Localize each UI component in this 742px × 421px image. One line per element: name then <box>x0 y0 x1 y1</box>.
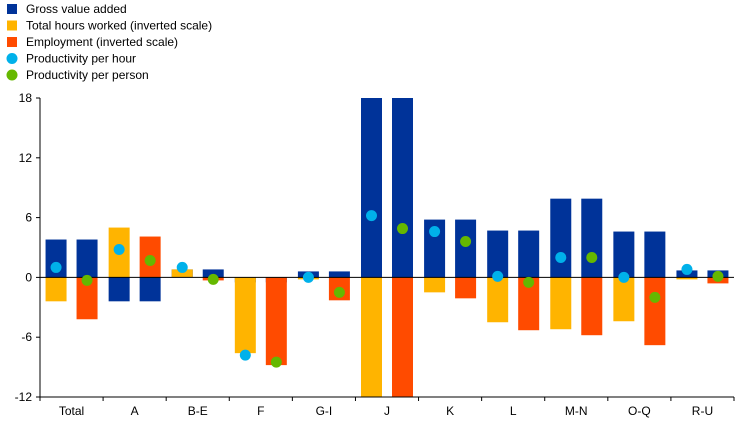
bar-employment-inverted-scale-f <box>265 277 287 366</box>
dot-productivity-per-person-total <box>81 274 93 286</box>
y-tick-label: -12 <box>15 390 33 404</box>
legend-marker-productivity-per-hour <box>6 53 18 64</box>
dot-productivity-per-hour-j <box>366 210 377 222</box>
dot-productivity-per-hour-m-n <box>555 251 567 263</box>
dot-productivity-per-hour-a <box>113 243 125 255</box>
dot-productivity-per-person-a <box>144 254 156 266</box>
bar-gross-value-added-l-right <box>518 230 540 278</box>
bar-total-hours-worked-inverted-scale-l <box>487 277 509 323</box>
legend-swatch-gross-value-added <box>7 4 17 14</box>
bar-employment-inverted-scale-o-q <box>644 277 666 346</box>
bar-gross-value-added-o-q-right <box>644 231 666 278</box>
bar-total-hours-worked-inverted-scale-j <box>361 277 382 397</box>
x-tick-label-r-u: R-U <box>692 404 713 418</box>
x-tick-label-g-i: G-I <box>316 404 333 418</box>
dot-productivity-per-person-o-q <box>649 291 661 303</box>
dot-productivity-per-person-g-i <box>333 286 345 298</box>
x-tick-label-m-n: M-N <box>565 404 588 418</box>
bars <box>45 98 729 397</box>
legend: Gross value added Total hours worked (inv… <box>6 2 212 82</box>
y-tick-label: 18 <box>19 91 33 105</box>
x-tick-label-f: F <box>257 404 264 418</box>
legend-label-gross-value-added: Gross value added <box>26 2 127 16</box>
bar-gross-value-added-j-right <box>392 98 413 278</box>
bar-employment-inverted-scale-k <box>455 277 477 299</box>
legend-swatch-total-hours-worked-inverted-scale <box>7 20 17 31</box>
bar-gross-value-added-a-right <box>139 277 161 302</box>
bar-gross-value-added-m-n-left <box>550 198 572 278</box>
bar-total-hours-worked-inverted-scale-b-e <box>171 269 193 278</box>
dot-productivity-per-hour-f <box>239 349 251 361</box>
dot-productivity-per-person-r-u <box>712 270 724 282</box>
bar-employment-inverted-scale-l <box>518 277 540 331</box>
legend-label-productivity-per-hour: Productivity per hour <box>26 52 136 66</box>
x-tick-label-o-q: O-Q <box>628 404 651 418</box>
legend-label-employment-inverted-scale: Employment (inverted scale) <box>26 35 178 49</box>
bar-employment-inverted-scale-j <box>392 277 413 397</box>
x-tick-label-k: K <box>446 404 454 418</box>
bar-total-hours-worked-inverted-scale-r-u <box>676 277 698 280</box>
x-tick-label-j: J <box>384 404 390 418</box>
bar-gross-value-added-total-right <box>76 239 98 278</box>
bar-total-hours-worked-inverted-scale-o-q <box>613 277 635 322</box>
dot-productivity-per-hour-o-q <box>618 271 630 283</box>
dot-productivity-per-hour-total <box>50 261 62 273</box>
bar-gross-value-added-o-q-left <box>613 231 635 278</box>
legend-swatch-employment-inverted-scale <box>7 37 17 47</box>
y-tick-label: 6 <box>25 211 32 225</box>
bar-gross-value-added-l-left <box>487 230 509 278</box>
x-tick-label-b-e: B-E <box>188 404 208 418</box>
axes: -12 -6 0 6 12 18 Total A B-E F G-I J K L M-N O-Q R-U <box>15 91 735 418</box>
dot-productivity-per-hour-l <box>492 270 504 282</box>
bar-gross-value-added-k-right <box>455 219 477 278</box>
y-tick-label: 12 <box>19 151 33 165</box>
bar-gross-value-added-j-left <box>361 98 382 278</box>
dot-productivity-per-person-m-n <box>586 251 598 263</box>
dot-productivity-per-person-l <box>523 276 535 288</box>
bar-employment-inverted-scale-total <box>76 277 98 320</box>
dot-productivity-per-person-j <box>397 223 408 235</box>
bar-gross-value-added-k-left <box>424 219 446 278</box>
bar-gross-value-added-g-i-right <box>328 271 350 278</box>
bar-total-hours-worked-inverted-scale-m-n <box>550 277 572 330</box>
dot-productivity-per-person-k <box>460 236 472 248</box>
bar-total-hours-worked-inverted-scale-total <box>45 277 67 302</box>
x-tick-label-a: A <box>131 404 139 418</box>
bar-total-hours-worked-inverted-scale-k <box>424 277 446 293</box>
dot-productivity-per-hour-b-e <box>176 261 188 273</box>
legend-marker-productivity-per-person <box>6 69 18 81</box>
legend-label-total-hours-worked-inverted-scale: Total hours worked (inverted scale) <box>26 19 212 33</box>
bar-gross-value-added-a-left <box>108 277 130 302</box>
legend-label-productivity-per-person: Productivity per person <box>26 68 149 82</box>
y-tick-label: -6 <box>21 330 32 344</box>
x-tick-label-total: Total <box>59 404 84 418</box>
bar-gross-value-added-b-e-right <box>202 269 224 278</box>
dot-productivity-per-person-b-e <box>207 273 219 285</box>
y-tick-label: 0 <box>25 270 32 284</box>
bar-employment-inverted-scale-m-n <box>581 277 603 336</box>
dot-productivity-per-hour-g-i <box>302 271 314 283</box>
dots <box>50 210 724 368</box>
dot-productivity-per-hour-r-u <box>681 263 693 275</box>
bar-total-hours-worked-inverted-scale-f <box>234 277 256 354</box>
x-tick-label-l: L <box>510 404 517 418</box>
bar-gross-value-added-m-n-right <box>581 198 603 278</box>
dot-productivity-per-hour-k <box>429 226 441 238</box>
dot-productivity-per-person-f <box>270 356 282 368</box>
